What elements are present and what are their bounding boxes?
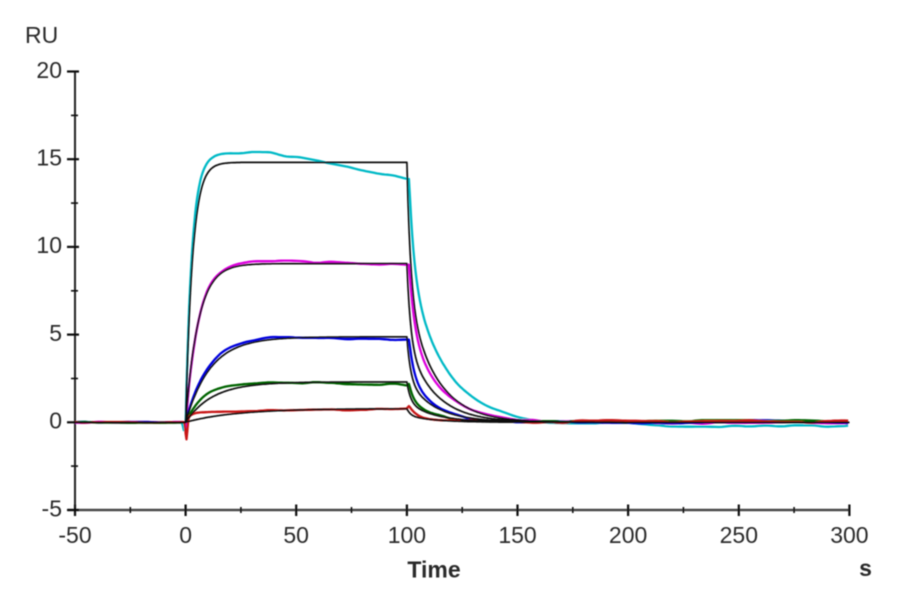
svg-text:10: 10	[36, 232, 62, 258]
svg-text:15: 15	[36, 145, 62, 171]
svg-text:100: 100	[388, 522, 426, 548]
svg-text:150: 150	[498, 522, 536, 548]
svg-text:5: 5	[49, 320, 62, 346]
svg-text:Time: Time	[407, 557, 460, 583]
svg-text:0: 0	[179, 522, 192, 548]
svg-text:200: 200	[609, 522, 647, 548]
svg-text:300: 300	[830, 522, 868, 548]
svg-text:RU: RU	[25, 22, 58, 48]
svg-text:-50: -50	[58, 522, 91, 548]
svg-text:20: 20	[36, 57, 62, 83]
svg-text:s: s	[859, 555, 872, 581]
svg-text:-5: -5	[42, 495, 62, 521]
svg-text:250: 250	[720, 522, 758, 548]
svg-text:0: 0	[49, 408, 62, 434]
svg-text:50: 50	[283, 522, 309, 548]
